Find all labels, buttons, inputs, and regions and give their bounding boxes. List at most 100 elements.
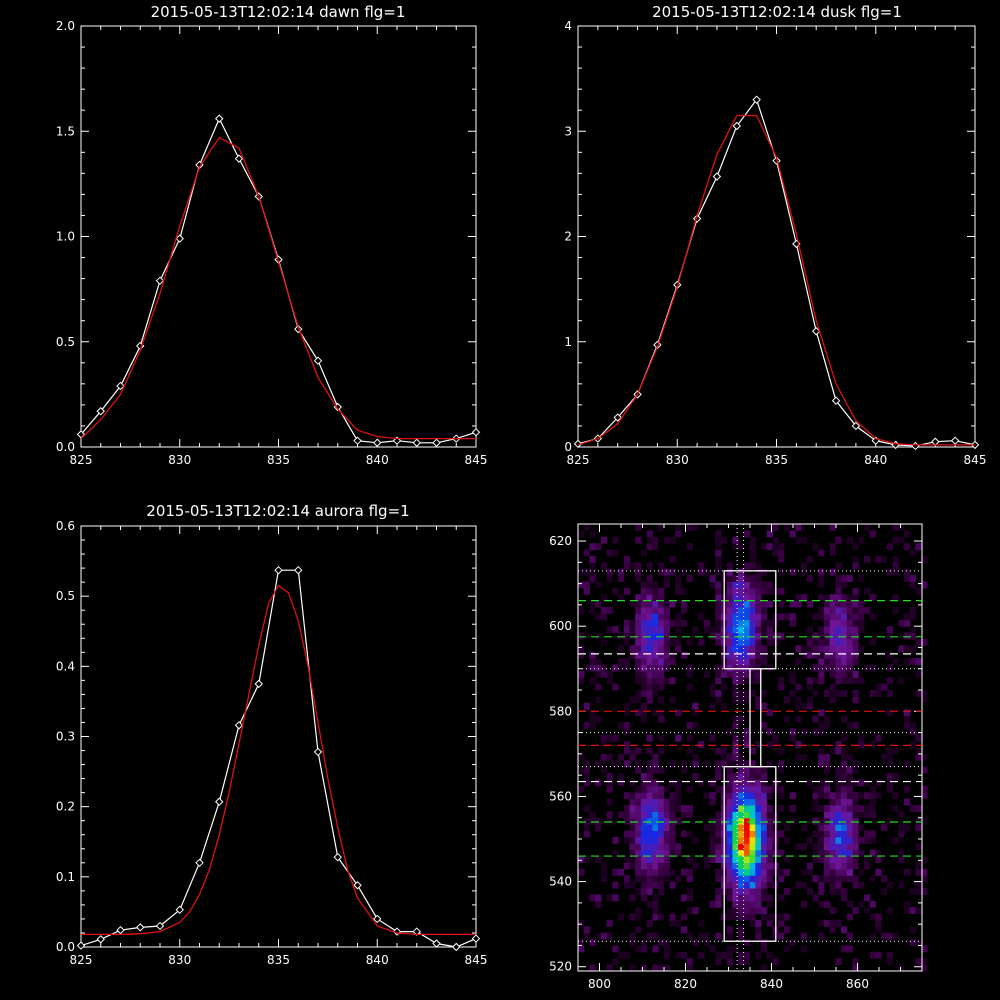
- heatmap-cell: [658, 645, 665, 653]
- heatmap-cell: [652, 843, 659, 851]
- heatmap-cell: [915, 958, 922, 966]
- heatmap-cell: [909, 939, 916, 946]
- heatmap-cell: [904, 543, 911, 551]
- heatmap-cell: [835, 664, 842, 672]
- heatmap-cell: [835, 536, 842, 544]
- heatmap-cell: [835, 817, 842, 825]
- heatmap-cell: [864, 524, 871, 531]
- heatmap-cell: [886, 907, 893, 914]
- heatmap-cell: [629, 817, 636, 825]
- heatmap-cell: [789, 677, 796, 685]
- heatmap-cell: [841, 760, 848, 768]
- heatmap-cell: [709, 683, 716, 691]
- heatmap-cell: [686, 664, 693, 672]
- heatmap-cell: [818, 792, 825, 800]
- heatmap-cell: [892, 524, 899, 531]
- heatmap-cell: [852, 555, 859, 563]
- heatmap-cell: [829, 543, 836, 551]
- heatmap-cell: [738, 600, 745, 608]
- aurora-data-point: [195, 858, 204, 868]
- heatmap-cell: [818, 658, 825, 665]
- heatmap-cell: [829, 619, 836, 627]
- heatmap-cell: [726, 766, 733, 774]
- heatmap-cell: [715, 932, 722, 940]
- heatmap-cell: [646, 817, 653, 825]
- heatmap-cell: [732, 587, 739, 595]
- heatmap-cell: [715, 856, 722, 863]
- heatmap-cell: [743, 690, 751, 697]
- aurora-data-point: [294, 565, 303, 575]
- heatmap-cell: [583, 856, 590, 863]
- aurora-y-tick-label: 0.6: [56, 519, 75, 533]
- heatmap-cell: [875, 555, 882, 563]
- heatmap-cell: [738, 958, 745, 966]
- heatmap-cell: [652, 619, 659, 627]
- heatmap-cell: [612, 734, 619, 742]
- heatmap-cell: [675, 792, 682, 800]
- heatmap-cell: [841, 715, 848, 723]
- heatmap-cell: [669, 677, 676, 685]
- heatmap-cell: [881, 888, 888, 895]
- heatmap-cell: [904, 619, 911, 627]
- heatmap-cell: [743, 836, 751, 844]
- heatmap-cell: [823, 760, 831, 768]
- heatmap-cell: [732, 836, 739, 844]
- heatmap-cell: [898, 830, 905, 838]
- heatmap-cell: [652, 766, 659, 774]
- heatmap-cell: [852, 677, 859, 685]
- heatmap-cell: [755, 645, 762, 653]
- heatmap-cell: [732, 888, 739, 895]
- heatmap-cell: [663, 945, 670, 953]
- heatmap-cell: [640, 843, 648, 851]
- heatmap-cell: [818, 849, 825, 857]
- heatmap-cell: [795, 881, 802, 889]
- heatmap-cell: [904, 568, 911, 576]
- heatmap-cell: [841, 638, 848, 646]
- heatmap-cell: [743, 824, 751, 831]
- heatmap-cell: [835, 856, 842, 863]
- heatmap-cell: [886, 881, 893, 889]
- heatmap-cell: [583, 773, 590, 780]
- heatmap-cell: [812, 632, 819, 640]
- heatmap-cell: [646, 798, 653, 806]
- heatmap-cell: [818, 728, 825, 736]
- heatmap-cell: [623, 619, 630, 627]
- heatmap-cell: [835, 785, 842, 793]
- heatmap-cell: [909, 632, 916, 640]
- heatmap-cell: [606, 734, 613, 742]
- heatmap-cell: [909, 926, 916, 934]
- heatmap-cell: [749, 805, 756, 812]
- heatmap-cell: [618, 632, 625, 640]
- heatmap-cell: [726, 562, 733, 570]
- heatmap-cell: [652, 792, 659, 800]
- heatmap-cell: [823, 817, 831, 825]
- heatmap-cell: [852, 964, 859, 972]
- heatmap-cell: [823, 779, 831, 787]
- heatmap-cell: [841, 888, 848, 895]
- heatmap-cell: [761, 632, 768, 640]
- heatmap-cell: [846, 875, 853, 883]
- heatmap-cell: [852, 830, 859, 838]
- heatmap-cell: [743, 760, 751, 768]
- heatmap-cell: [898, 677, 905, 685]
- heatmap-cell: [635, 792, 642, 800]
- heatmap-cell: [892, 658, 899, 665]
- heatmap-cell: [629, 798, 636, 806]
- aurora-data-point: [412, 927, 421, 936]
- heatmap-cell: [864, 555, 871, 563]
- heatmap-cell: [761, 651, 768, 659]
- dawn-y-tick-label: 0.5: [56, 335, 75, 349]
- heatmap-cell: [789, 817, 796, 825]
- heatmap-cell: [749, 894, 756, 902]
- heatmap-cell: [841, 779, 848, 787]
- heatmap-cell: [738, 824, 745, 831]
- heatmap-cell: [749, 773, 756, 780]
- heatmap-cell: [806, 702, 813, 710]
- heatmap-cell: [578, 632, 585, 640]
- heatmap-cell: [606, 549, 613, 557]
- heatmap-cell: [846, 932, 853, 940]
- heatmap-cell: [829, 683, 836, 691]
- heatmap-cell: [743, 658, 751, 665]
- heatmap-cell: [629, 792, 636, 800]
- heatmap-cell: [732, 913, 739, 921]
